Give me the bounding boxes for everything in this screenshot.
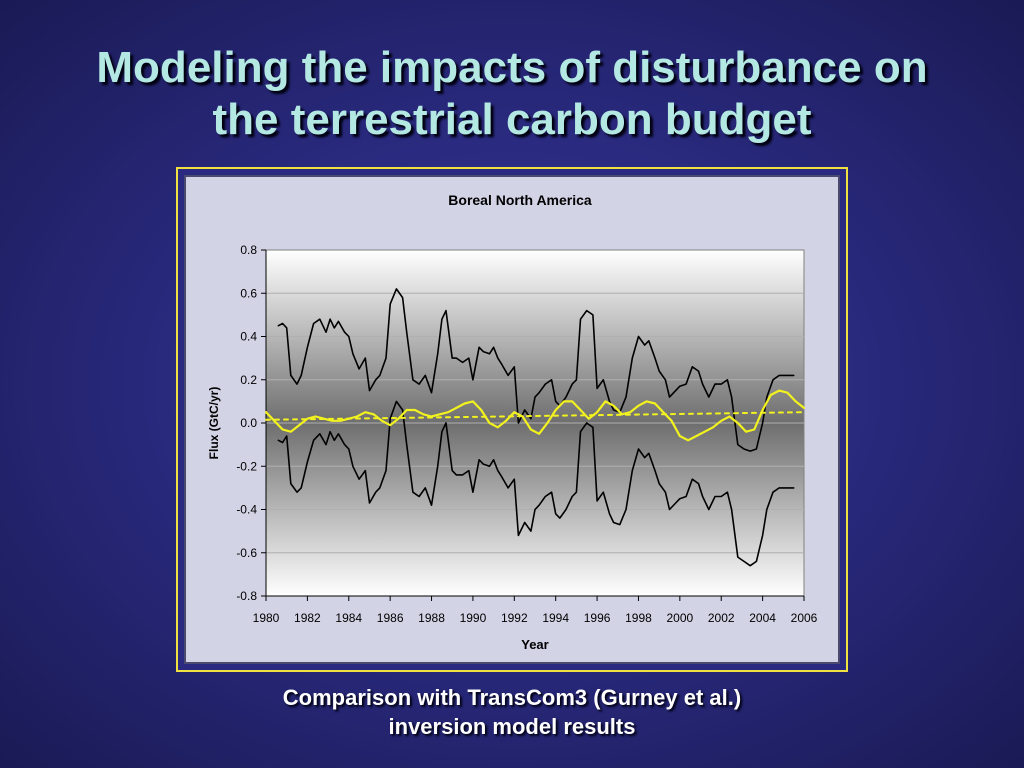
chart-area: Boreal North America 0.8 0.6 0.4 0.2 0.0 -0.2… (184, 175, 840, 664)
x-tick-label: 2002 (708, 611, 735, 625)
chart-title: Boreal North America (448, 192, 592, 208)
slide-title: Modeling the impacts of disturbance on t… (40, 42, 984, 146)
x-tick-label: 2006 (791, 611, 818, 625)
y-tick-label: 0.4 (240, 330, 257, 344)
x-tick-label: 2004 (749, 611, 776, 625)
y-tick-label: 0.8 (240, 243, 257, 257)
series-line-model-estimate (264, 389, 806, 442)
y-axis-label: Flux (GtC/yr) (207, 387, 221, 460)
y-tick-label: 0.2 (240, 373, 257, 387)
y-tick-label: 0.6 (240, 286, 257, 300)
x-axis-ticks: 1980 1982 1984 1986 1988 1990 1992 1994 1996 1998… (253, 595, 818, 625)
x-tick-label: 1998 (625, 611, 652, 625)
x-tick-label: 1984 (335, 611, 362, 625)
caption-line-1: Comparison with TransCom3 (Gurney et al.… (282, 685, 742, 710)
y-tick-label: -0.4 (236, 503, 257, 517)
series-line-upper-envelope (277, 288, 795, 452)
slide-title-line-1: Modeling the impacts of disturbance on (96, 43, 928, 92)
x-tick-label: 1986 (377, 611, 404, 625)
x-tick-label: 1980 (253, 611, 280, 625)
x-tick-label: 1996 (584, 611, 611, 625)
x-axis-label: Year (521, 637, 548, 652)
slide-caption: Comparison with TransCom3 (Gurney et al.… (150, 683, 874, 741)
y-tick-label: -0.2 (236, 459, 257, 473)
y-tick-label: -0.8 (236, 589, 257, 603)
series-line-trend (265, 411, 805, 421)
caption-line-2: inversion model results (388, 714, 636, 739)
y-tick-label: -0.6 (236, 546, 257, 560)
chart-frame: Boreal North America 0.8 0.6 0.4 0.2 0.0 -0.2… (176, 167, 848, 672)
x-tick-label: 1988 (418, 611, 445, 625)
x-tick-label: 2000 (666, 611, 693, 625)
x-tick-label: 1992 (501, 611, 528, 625)
x-tick-label: 1990 (460, 611, 487, 625)
y-axis-ticks: 0.8 0.6 0.4 0.2 0.0 -0.2 -0.4 -0.6 -0.8 (236, 243, 267, 603)
series-group (264, 288, 806, 567)
chart-svg: Boreal North America 0.8 0.6 0.4 0.2 0.0 -0.2… (207, 192, 818, 652)
series-line-lower-envelope (277, 400, 795, 567)
x-tick-label: 1994 (542, 611, 569, 625)
y-tick-label: 0.0 (240, 416, 257, 430)
slide-title-line-2: the terrestrial carbon budget (212, 95, 812, 144)
x-tick-label: 1982 (294, 611, 321, 625)
